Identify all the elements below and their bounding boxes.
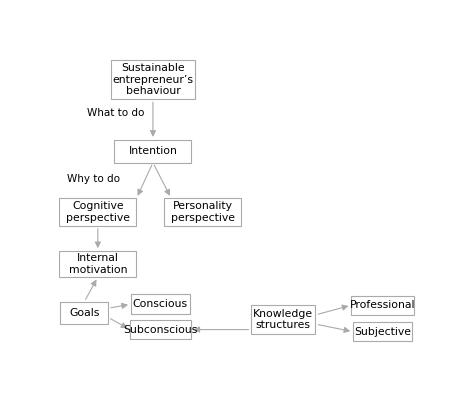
Text: Subjective: Subjective: [354, 327, 411, 337]
FancyBboxPatch shape: [59, 251, 137, 277]
Text: Conscious: Conscious: [133, 299, 188, 309]
Text: Professional: Professional: [350, 300, 415, 310]
Text: Cognitive
perspective: Cognitive perspective: [66, 202, 130, 223]
Text: Subconscious: Subconscious: [123, 325, 198, 335]
Text: Internal
motivation: Internal motivation: [69, 253, 127, 275]
FancyBboxPatch shape: [130, 320, 191, 339]
FancyBboxPatch shape: [114, 140, 191, 163]
Text: Personality
perspective: Personality perspective: [171, 202, 235, 223]
FancyBboxPatch shape: [353, 322, 412, 341]
FancyBboxPatch shape: [60, 302, 108, 324]
Text: Goals: Goals: [69, 308, 100, 318]
FancyBboxPatch shape: [131, 294, 190, 314]
Text: Sustainable
entrepreneur’s
behaviour: Sustainable entrepreneur’s behaviour: [112, 63, 193, 96]
Text: Knowledge
structures: Knowledge structures: [253, 309, 313, 330]
Text: Intention: Intention: [128, 146, 177, 156]
Text: What to do: What to do: [87, 108, 144, 118]
FancyBboxPatch shape: [251, 305, 316, 334]
FancyBboxPatch shape: [164, 198, 241, 226]
FancyBboxPatch shape: [110, 60, 195, 99]
FancyBboxPatch shape: [351, 296, 414, 315]
Text: Why to do: Why to do: [66, 173, 119, 184]
FancyBboxPatch shape: [59, 198, 137, 226]
